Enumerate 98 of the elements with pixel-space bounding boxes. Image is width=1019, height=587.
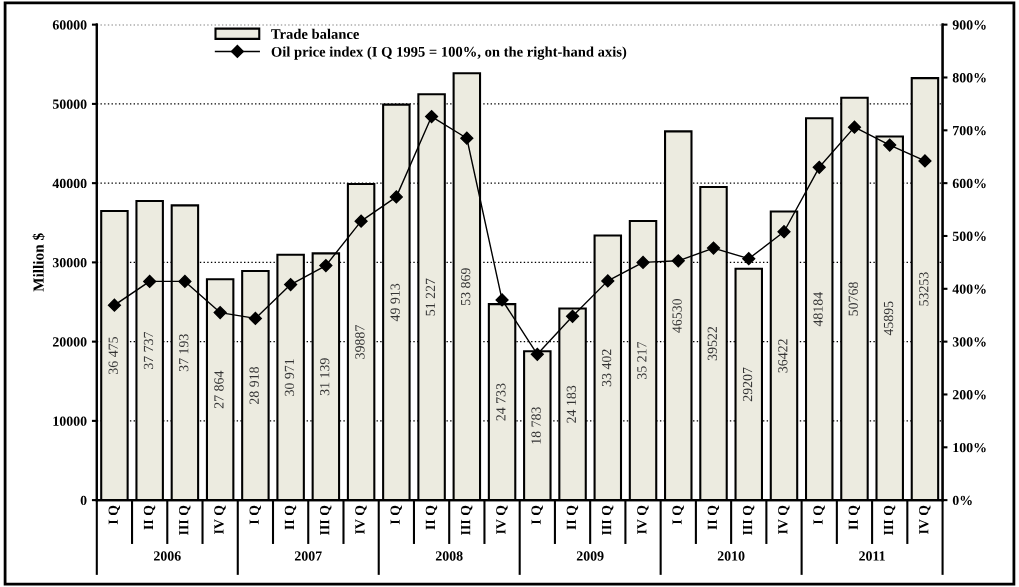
point — [178, 274, 192, 288]
x-tick-label: III Q — [601, 505, 614, 536]
x-tick-label: IV Q — [778, 505, 790, 534]
data-label: 39887 — [355, 325, 365, 359]
x-tick-label: I Q — [249, 505, 261, 525]
point — [389, 190, 403, 204]
data-label: 53 869 — [460, 268, 471, 305]
x-tick-label: IV Q — [214, 505, 226, 534]
x-tick-label: III Q — [179, 505, 191, 536]
data-label: 36 475 — [108, 337, 118, 375]
data-label: 46530 — [672, 298, 682, 333]
x-tick-label: I Q — [672, 505, 684, 525]
point — [847, 120, 862, 134]
x-tick-label: II Q — [425, 505, 438, 530]
y2-tick-label: 0% — [952, 495, 972, 506]
data-label: 49 913 — [390, 283, 400, 322]
x-tick-label: III Q — [320, 505, 332, 536]
y-tick-label: 50000 — [52, 99, 87, 109]
x-tick-label: III Q — [742, 505, 755, 536]
y-tick-label: 10000 — [53, 416, 87, 426]
x-tick-label: I Q — [813, 505, 825, 525]
y-tick-label: 20000 — [52, 337, 87, 347]
point — [777, 225, 791, 239]
y2-tick-label: 500% — [952, 231, 986, 241]
x-tick-label: IV Q — [355, 505, 367, 534]
x-tick-label: IV Q — [496, 505, 508, 534]
point — [354, 214, 368, 228]
point — [742, 252, 756, 266]
point — [107, 298, 122, 312]
y-tick-label: 0 — [80, 495, 87, 506]
data-label: 27 864 — [214, 370, 224, 409]
x-tick-label: II Q — [143, 505, 156, 530]
data-label: 36422 — [778, 339, 788, 373]
text: 2010 — [717, 551, 745, 561]
x-tick-label: IV Q — [637, 505, 649, 534]
data-label: 24 733 — [496, 383, 506, 421]
point — [918, 154, 932, 168]
text: 2007 — [294, 551, 322, 561]
point — [671, 254, 685, 268]
point — [213, 305, 227, 320]
x-tick-label: II Q — [566, 505, 579, 530]
point — [143, 274, 157, 288]
x-tick-label: IV Q — [919, 505, 931, 534]
data-label: 48184 — [813, 292, 823, 327]
data-label: 51 227 — [425, 278, 436, 316]
legend-label: Trade balance — [271, 28, 359, 39]
y2-tick-label: 400% — [952, 284, 986, 294]
y2-tick-label: 900% — [952, 20, 986, 30]
data-label: 24 183 — [566, 385, 577, 423]
data-label: 33 402 — [601, 349, 612, 387]
y-axis-title: Million $ — [32, 233, 45, 292]
data-label: 35 217 — [637, 341, 647, 380]
text: 2008 — [435, 551, 463, 561]
data-label: 39522 — [707, 326, 717, 361]
data-label: 37 737 — [143, 331, 154, 370]
x-tick-label: I Q — [108, 505, 121, 525]
point — [248, 311, 262, 325]
y2-tick-label: 800% — [952, 73, 986, 83]
x-tick-label: III Q — [460, 505, 473, 536]
x-tick-label: I Q — [390, 505, 402, 525]
point — [812, 160, 826, 174]
text: 2011 — [859, 551, 885, 561]
point — [601, 274, 615, 288]
x-tick-label: I Q — [531, 505, 543, 525]
y2-tick-label: 100% — [953, 442, 986, 453]
legend-label: Oil price index (I Q 1995 = 100%, on the right-hand axis) — [271, 46, 627, 60]
y2-tick-label: 300% — [952, 337, 986, 347]
y-tick-label: 60000 — [52, 20, 87, 30]
y-tick-label: 30000 — [52, 257, 87, 268]
y2-tick-label: 200% — [952, 390, 986, 400]
point — [706, 241, 721, 255]
point — [883, 138, 897, 152]
y-tick-label: 40000 — [52, 178, 87, 189]
point — [565, 309, 580, 323]
y2-tick-label: 700% — [953, 125, 986, 136]
data-label: 53253 — [919, 272, 929, 306]
data-label: 31 139 — [320, 358, 330, 396]
data-label: 29207 — [742, 367, 753, 402]
data-label: 37 193 — [179, 334, 189, 372]
x-tick-label: III Q — [883, 505, 896, 536]
text: 2009 — [576, 551, 604, 561]
point — [636, 255, 650, 269]
point — [425, 109, 439, 124]
data-label: 50768 — [848, 282, 858, 316]
text: 2006 — [153, 551, 181, 561]
data-label: 18 783 — [531, 407, 541, 444]
x-tick-label: II Q — [284, 505, 297, 530]
data-label: 45895 — [883, 301, 894, 336]
point — [530, 347, 544, 361]
point — [319, 258, 333, 273]
point — [460, 131, 474, 145]
data-label: 28 918 — [249, 366, 259, 405]
data-label: 30 971 — [284, 359, 295, 396]
x-tick-label: II Q — [848, 505, 861, 530]
x-tick-label: II Q — [707, 505, 720, 530]
point — [284, 277, 298, 292]
point — [495, 293, 509, 307]
y2-tick-label: 600% — [952, 178, 986, 189]
